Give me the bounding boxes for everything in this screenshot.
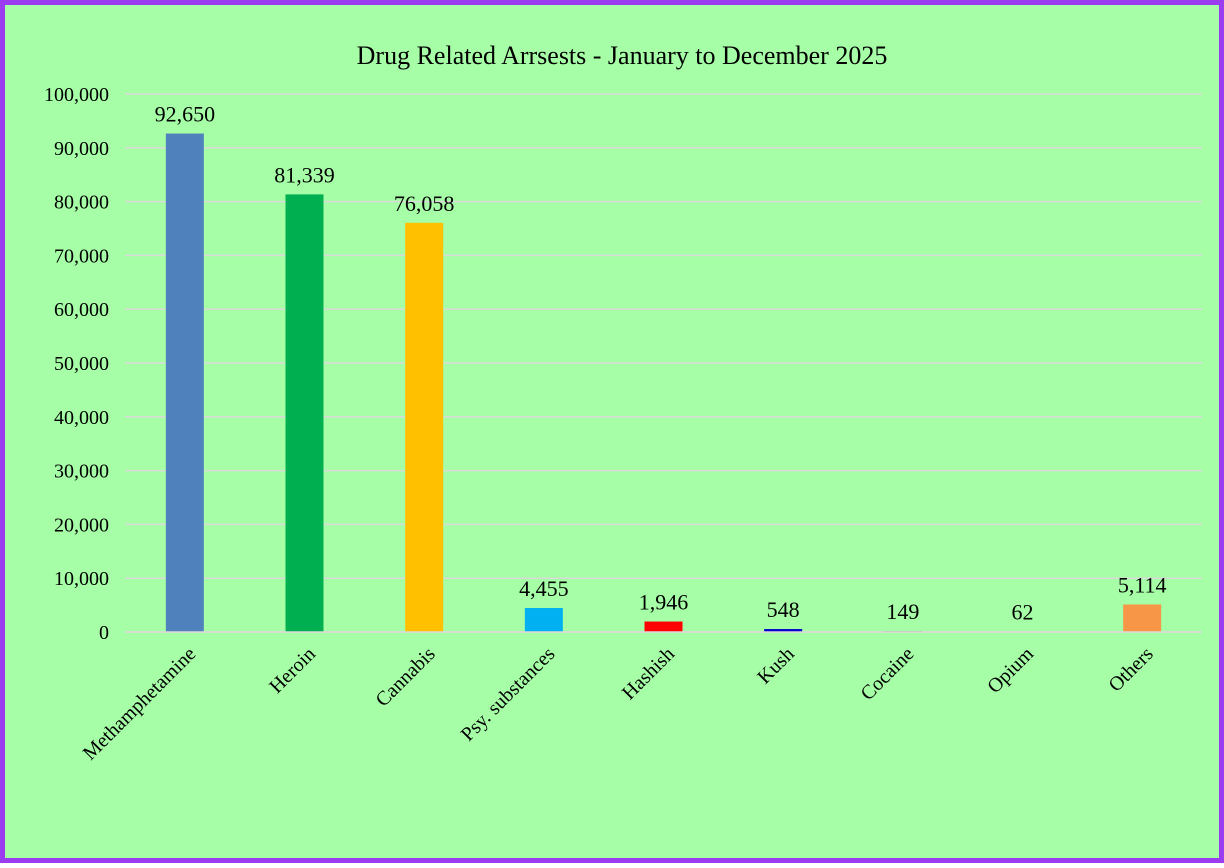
- y-tick-label: 50,000: [54, 353, 109, 375]
- bar: [1123, 604, 1161, 632]
- bar: [166, 134, 204, 632]
- data-label: 62: [1012, 600, 1034, 625]
- y-tick-label: 10,000: [54, 568, 109, 590]
- data-label: 548: [767, 597, 800, 622]
- y-tick-label: 40,000: [54, 407, 109, 429]
- bar-chart: Drug Related Arrsests - January to Decem…: [5, 5, 1224, 868]
- bars: [166, 134, 1161, 632]
- data-label: 76,058: [394, 191, 455, 216]
- category-label: Others: [1104, 643, 1157, 696]
- category-label: Hashish: [618, 643, 679, 704]
- y-tick-label: 0: [99, 622, 109, 644]
- chart-title: Drug Related Arrsests - January to Decem…: [357, 41, 888, 70]
- y-tick-label: 90,000: [54, 138, 109, 160]
- bar: [286, 194, 324, 632]
- category-label: Opium: [983, 643, 1038, 698]
- data-label: 149: [886, 599, 919, 624]
- y-tick-label: 20,000: [54, 514, 109, 536]
- data-label: 5,114: [1118, 572, 1167, 597]
- bar: [525, 608, 563, 632]
- y-tick-label: 60,000: [54, 299, 109, 321]
- category-label: Psy. substances: [457, 643, 560, 746]
- category-label: Methamphetamine: [79, 643, 201, 765]
- bar: [405, 223, 443, 632]
- y-tick-label: 80,000: [54, 192, 109, 214]
- data-label: 1,946: [639, 590, 689, 615]
- category-label: Kush: [753, 643, 798, 688]
- y-tick-label: 100,000: [44, 84, 109, 106]
- y-tick-label: 70,000: [54, 245, 109, 267]
- category-label: Heroin: [265, 643, 320, 698]
- data-label: 92,650: [155, 102, 216, 127]
- category-label: Cannabis: [372, 643, 440, 711]
- category-label: Cocaine: [856, 643, 918, 705]
- data-label: 81,339: [274, 162, 335, 187]
- bar: [645, 622, 683, 632]
- y-tick-label: 30,000: [54, 461, 109, 483]
- y-axis-ticks: 0 10,000 20,000 30,000 40,000 50,000 60,000 70,…: [44, 84, 109, 644]
- data-label: 4,455: [519, 576, 569, 601]
